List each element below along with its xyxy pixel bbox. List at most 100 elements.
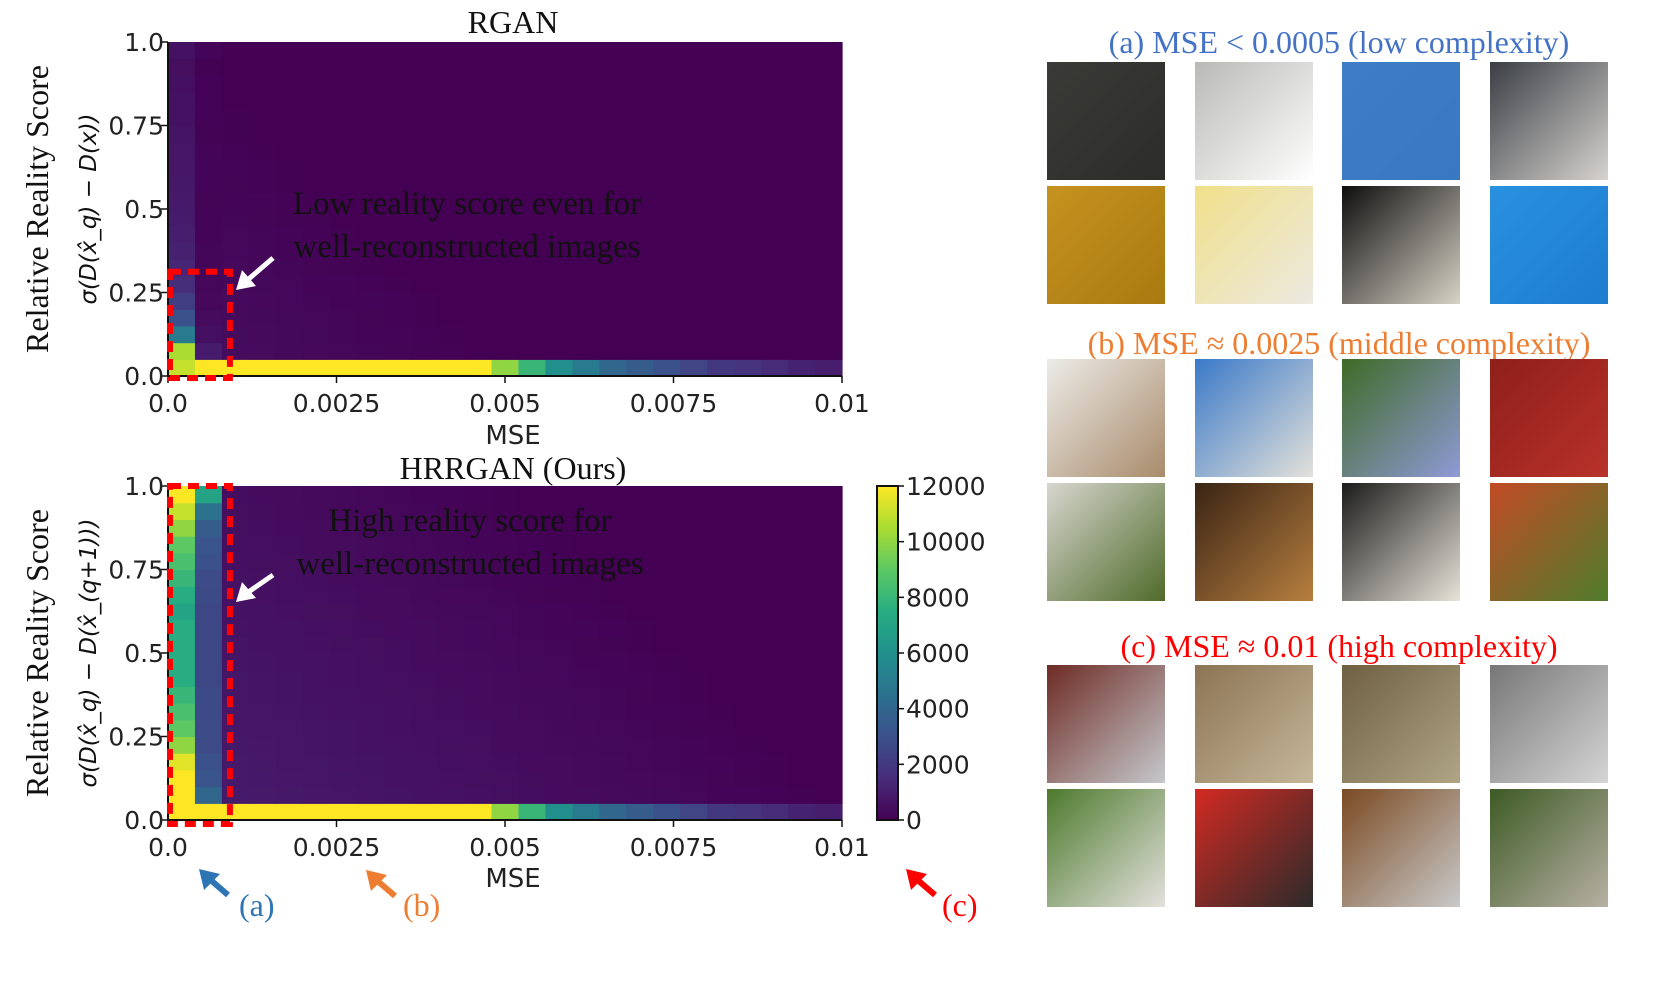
heatmap-cell [653, 536, 681, 554]
heatmap-cell [168, 292, 196, 310]
heatmap-cell [437, 586, 466, 604]
example-image-thumbnail [1047, 665, 1165, 783]
heatmap-cell [491, 786, 520, 804]
heatmap-cell [761, 342, 789, 360]
heatmap-cell [653, 209, 681, 227]
gallery-group-a: (a) MSE < 0.0005 (low complexity) [1047, 24, 1608, 304]
heatmap-cell [680, 158, 708, 177]
heatmap-cell [248, 292, 277, 310]
heatmap-cell [302, 753, 331, 771]
heatmap-cell [572, 325, 600, 344]
heatmap-cell [491, 275, 520, 294]
heatmap-cell [302, 502, 331, 520]
heatmap-cell [168, 142, 196, 160]
heatmap-cell [761, 602, 789, 621]
example-image-thumbnail [1195, 62, 1313, 180]
heatmap-cell [707, 586, 735, 604]
heatmap-cell [626, 619, 654, 637]
heatmap-cell [410, 719, 439, 738]
heatmap-cell [383, 619, 412, 637]
heatmap-cell [464, 486, 493, 504]
heatmap-cell [788, 686, 816, 704]
heatmap-cell [734, 502, 762, 520]
y-tick-label: 0.5 [124, 639, 164, 668]
x-tick-label: 0.0075 [630, 389, 717, 418]
heatmap-cell [518, 552, 547, 571]
heatmap-cell [545, 753, 573, 771]
heatmap-cell [788, 703, 816, 721]
heatmap-cell [761, 292, 789, 310]
heatmap-cell [572, 619, 600, 637]
heatmap-cell [653, 552, 681, 571]
heatmap-cell [518, 719, 547, 738]
heatmap-cell [788, 259, 816, 277]
heatmap-cell [410, 736, 439, 754]
heatmap-cell [545, 619, 573, 637]
heatmap-cell [491, 75, 520, 93]
heatmap-cell [221, 803, 250, 821]
heatmap-cell [599, 753, 627, 771]
heatmap-cell [383, 669, 412, 687]
heatmap-cell [626, 803, 654, 821]
heatmap-cell [572, 359, 600, 377]
y-axis-formula: σ(D(x̂_q) − D(x̂_(q+1))) [76, 518, 102, 787]
heatmap-cell [680, 569, 708, 587]
heatmap-cell [464, 536, 493, 554]
heatmap-cell [329, 519, 358, 537]
heatmap-cell [464, 275, 493, 294]
heatmap-cell [275, 569, 304, 587]
heatmap-cell [221, 325, 250, 344]
heatmap-cell [680, 42, 708, 60]
heatmap-cell [653, 92, 681, 110]
heatmap-cell [680, 686, 708, 704]
heatmap-cell [329, 158, 358, 177]
heatmap-cell [680, 108, 708, 127]
heatmap-cell [545, 586, 573, 604]
heatmap-cell [599, 192, 627, 210]
heatmap-cell [491, 586, 520, 604]
heatmap-cell [788, 486, 816, 504]
heatmap-cell [680, 359, 708, 377]
heatmap-cell [761, 736, 789, 754]
heatmap-cell [761, 686, 789, 704]
heatmap-cell [545, 259, 573, 277]
heatmap-cell [680, 209, 708, 227]
heatmap-cell [168, 753, 196, 771]
heatmap-cell [464, 519, 493, 537]
heatmap-cell [194, 92, 223, 110]
heatmap-cell [599, 42, 627, 60]
heatmap-cell [437, 309, 466, 327]
heatmap-cell [680, 292, 708, 310]
heatmap-cell [491, 158, 520, 177]
y-tick-label: 0.0 [124, 806, 164, 835]
heatmap-cell [329, 686, 358, 704]
heatmap-cell [329, 259, 358, 277]
heatmap-cell [275, 519, 304, 537]
x-tick-label: 0.0025 [293, 833, 380, 862]
heatmap-cell [356, 519, 385, 537]
heatmap-cell [168, 736, 196, 754]
heatmap-cell [761, 753, 789, 771]
heatmap-cell [437, 786, 466, 804]
heatmap-cell [626, 536, 654, 554]
heatmap-cell [491, 769, 520, 788]
heatmap-cell [788, 275, 816, 294]
heatmap-cell [194, 552, 223, 571]
heatmap-cell [653, 359, 681, 377]
heatmap-cell [356, 769, 385, 788]
colorbar-tick-label: 10000 [906, 528, 986, 557]
heatmap-cell [761, 619, 789, 637]
heatmap-cell [545, 75, 573, 93]
heatmap-cell [464, 58, 493, 76]
heatmap-cell [761, 242, 789, 260]
heatmap-cell [275, 325, 304, 344]
heatmap-cell [437, 92, 466, 110]
heatmap-cell [383, 342, 412, 360]
heatmap-cell [680, 325, 708, 344]
heatmap-cell [572, 536, 600, 554]
heatmap-cell [194, 602, 223, 621]
heatmap-cell [491, 209, 520, 227]
heatmap-cell [437, 108, 466, 127]
heatmap-cell [410, 686, 439, 704]
heatmap-cell [383, 325, 412, 344]
